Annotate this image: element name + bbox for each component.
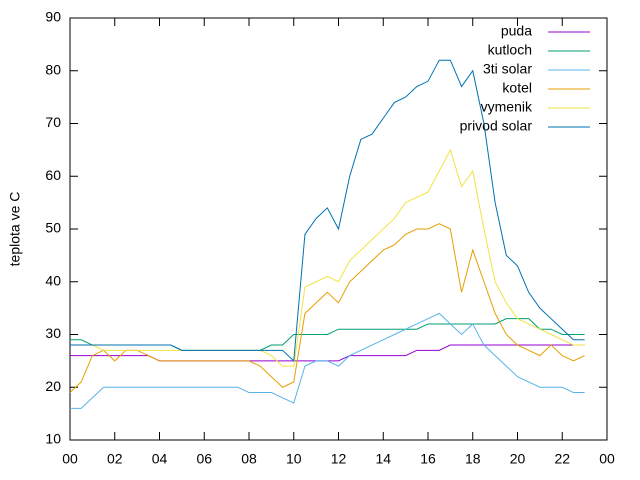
x-tick-label: 18 [465,451,481,467]
x-tick-label: 20 [510,451,526,467]
y-tick-label: 20 [45,378,61,394]
x-tick-label: 14 [375,451,391,467]
x-tick-label: 08 [241,451,257,467]
x-tick-label: 00 [62,451,78,467]
y-tick-label: 30 [45,325,61,341]
legend-label: kutloch [488,42,532,58]
data-line [70,59,585,362]
y-tick-label: 90 [45,9,61,25]
y-tick-label: 50 [45,220,61,236]
legend-label: vymenik [481,99,533,115]
legend-label: privod solar [460,118,533,134]
data-line [70,312,585,409]
x-tick-label: 02 [107,451,123,467]
data-line [70,344,585,362]
x-tick-label: 16 [420,451,436,467]
x-tick-label: 04 [152,451,168,467]
data-line [70,318,585,351]
y-tick-label: 80 [45,61,61,77]
x-tick-label: 00 [599,451,615,467]
data-line [70,148,585,367]
y-tick-label: 40 [45,272,61,288]
x-tick-label: 06 [196,451,212,467]
y-tick-label: 10 [45,431,61,447]
y-tick-label: 60 [45,167,61,183]
x-tick-label: 12 [331,451,347,467]
data-line [69,223,585,393]
y-tick-label: 70 [45,114,61,130]
legend-label: 3ti solar [483,61,532,77]
x-tick-label: 22 [554,451,570,467]
legend-label: kotel [502,80,532,96]
x-tick-label: 10 [286,451,302,467]
y-axis-label: teplota ve C [7,192,23,267]
legend-label: puda [501,23,532,39]
